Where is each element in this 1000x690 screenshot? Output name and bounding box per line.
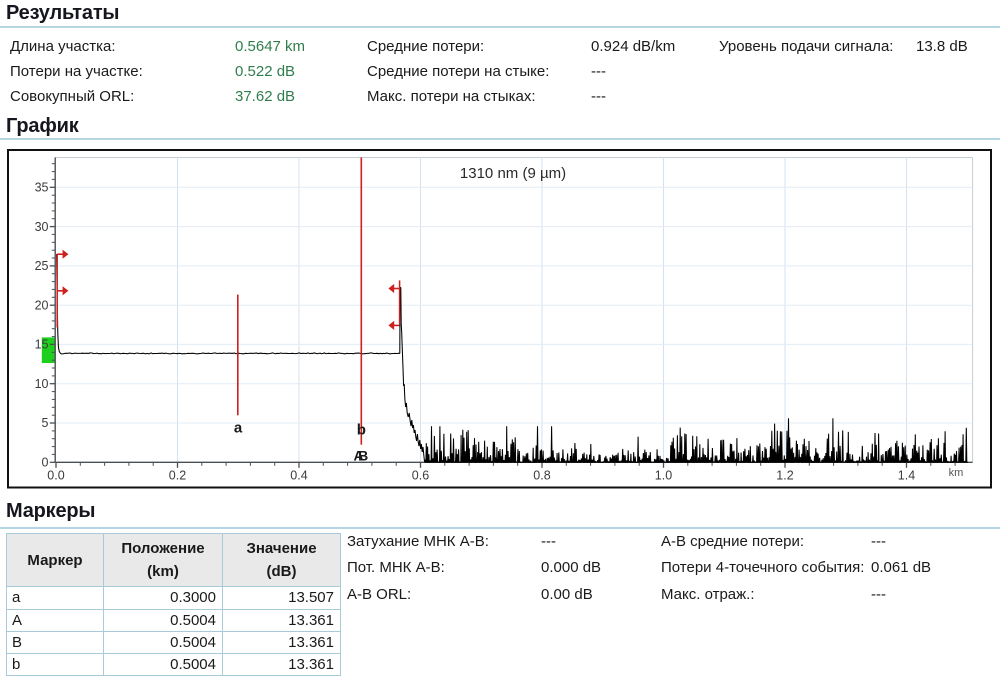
- svg-text:25: 25: [35, 259, 49, 273]
- svg-text:1310 nm (9 µm): 1310 nm (9 µm): [460, 165, 566, 182]
- svg-text:0: 0: [42, 456, 49, 470]
- svg-text:A: A: [354, 448, 364, 464]
- svg-text:20: 20: [35, 298, 49, 312]
- svg-text:35: 35: [35, 181, 49, 195]
- svg-text:1.4: 1.4: [898, 469, 915, 483]
- svg-text:0.4: 0.4: [290, 469, 307, 483]
- svg-text:B: B: [358, 448, 368, 464]
- svg-text:5: 5: [42, 416, 49, 430]
- svg-text:15: 15: [35, 338, 49, 352]
- svg-text:0.0: 0.0: [47, 469, 64, 483]
- svg-text:km: km: [949, 467, 964, 479]
- svg-text:b: b: [357, 422, 366, 439]
- svg-text:1.2: 1.2: [776, 469, 793, 483]
- svg-text:30: 30: [35, 220, 49, 234]
- svg-text:0.8: 0.8: [533, 469, 550, 483]
- svg-text:1.0: 1.0: [655, 469, 672, 483]
- svg-text:a: a: [234, 420, 243, 437]
- svg-text:10: 10: [35, 377, 49, 391]
- svg-text:0.2: 0.2: [169, 469, 186, 483]
- svg-text:0.6: 0.6: [412, 469, 429, 483]
